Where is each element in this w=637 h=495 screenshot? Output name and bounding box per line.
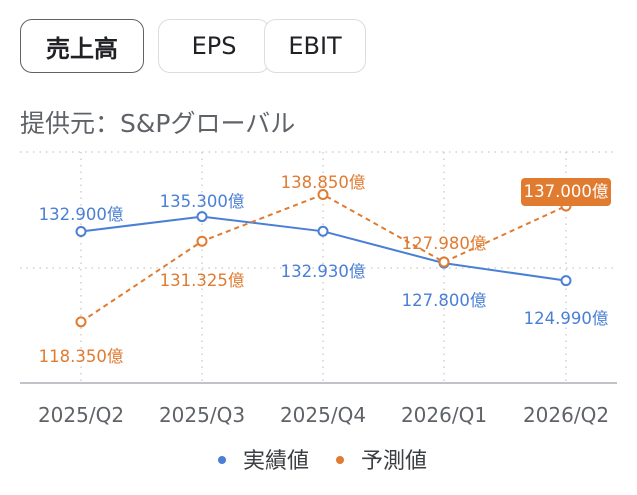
legend-label-actual: 実績値 [243,449,309,474]
actual-data-label: 124.990億 [524,309,609,328]
forecast-point [75,316,87,328]
x-tick-label: 2025/Q4 [280,403,366,427]
forecast-data-label: 138.850億 [281,173,366,192]
actual-data-label: 127.800億 [402,291,487,310]
legend-label-forecast: 予測値 [361,449,427,474]
forecast-data-label: 118.350億 [39,347,124,366]
data-source: 提供元：S&Pグローバル [20,109,296,138]
actual-point [317,225,329,237]
tab-ebit[interactable]: EBIT [264,19,366,73]
forecast-point [196,235,208,247]
x-tick-label: 2026/Q2 [523,403,609,427]
forecast-point [317,189,329,201]
actual-point [196,211,208,223]
actual-data-label: 132.930億 [281,262,366,281]
tab-eps[interactable]: EPS [158,19,270,73]
actual-data-label: 135.300億 [160,192,245,211]
highlight-badge [521,178,611,206]
x-tick-label: 2026/Q1 [401,403,487,427]
x-tick-label: 2025/Q3 [159,403,245,427]
actual-point [560,275,572,287]
forecast-data-label: 127.980億 [402,234,487,253]
forecast-data-label: 131.325億 [160,271,245,290]
actual-data-label: 132.900億 [39,205,124,224]
x-tick-label: 2025/Q2 [38,403,124,427]
forecast-point [438,256,450,268]
legend-marker-forecast [336,456,344,464]
actual-point [75,225,87,237]
legend-marker-actual [218,456,226,464]
forecast-data-label: 137.000億 [524,182,609,201]
tab-revenue[interactable]: 売上高 [20,19,144,73]
